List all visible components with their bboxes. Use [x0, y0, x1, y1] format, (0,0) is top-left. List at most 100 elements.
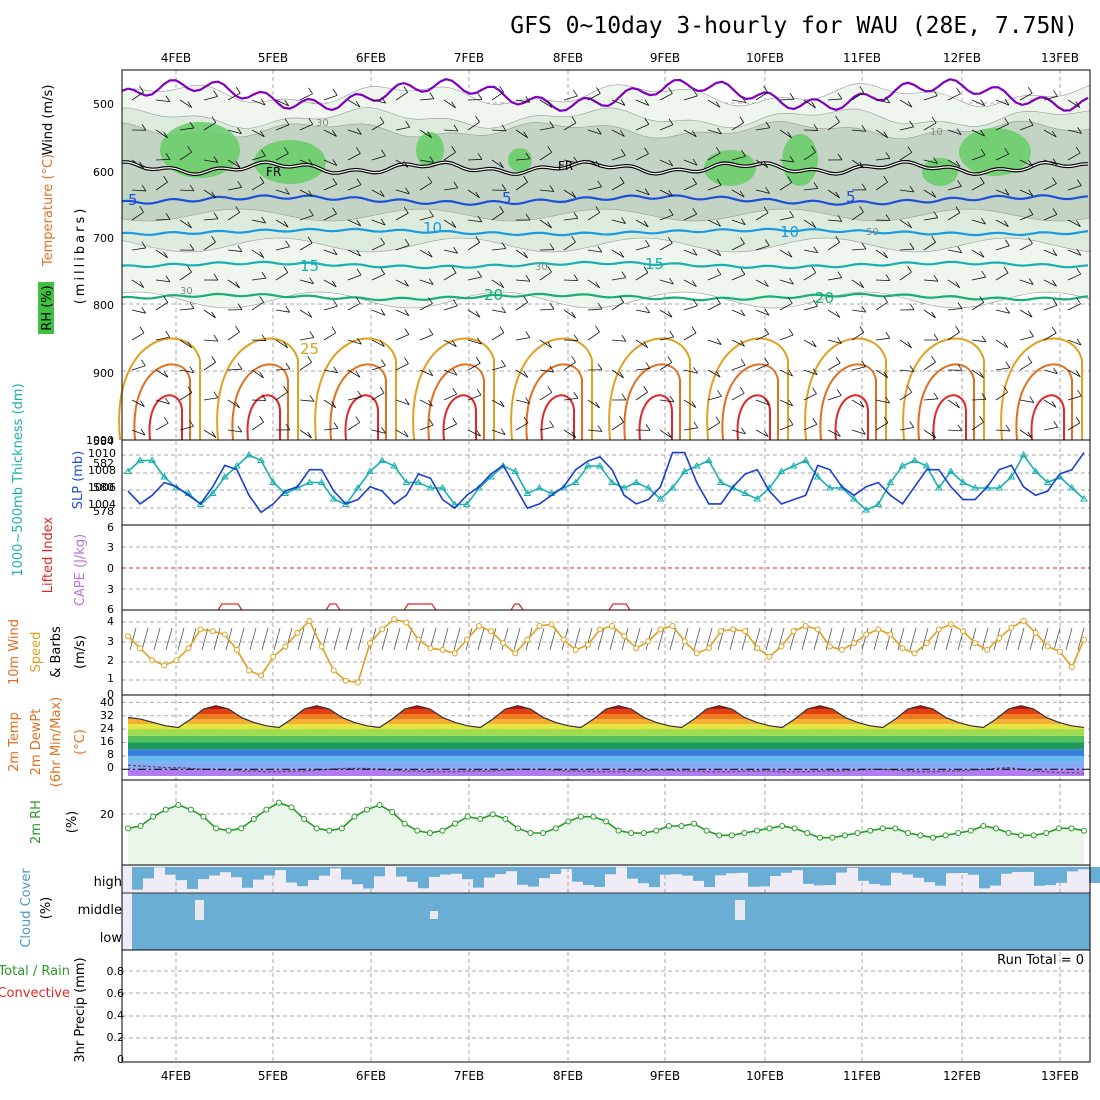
- wind-barb: [179, 99, 193, 108]
- wind-barb: [587, 308, 602, 311]
- rh2m-line-point: [489, 811, 496, 818]
- thickness-line-point: [644, 484, 653, 491]
- wind10-barb: [537, 627, 545, 651]
- wind-barb: [707, 219, 721, 227]
- temp-line: [127, 705, 1085, 729]
- wind-barb-flag: [741, 96, 747, 103]
- wind-barb: [827, 339, 842, 344]
- wind-barb-flag: [597, 128, 602, 135]
- wind-barb-flag: [597, 425, 603, 432]
- wind-barb: [827, 429, 841, 437]
- wind-barb: [155, 249, 168, 259]
- cloud-high-bar: [220, 867, 231, 873]
- wind-barb-flag: [523, 175, 528, 183]
- cloud-high-bar: [913, 867, 924, 878]
- wind-barb-flag: [380, 359, 386, 366]
- wind-barb: [755, 245, 770, 251]
- wind-barb-flag: [909, 242, 915, 250]
- wind-barb-flag: [307, 236, 313, 244]
- wind-barb-flag: [308, 87, 313, 95]
- wind-barb-flag: [189, 420, 194, 427]
- wind-barb-flag: [475, 357, 481, 364]
- wind10-speed-line-point: [814, 626, 821, 633]
- wind-barb-flag: [571, 311, 576, 319]
- wind-barb: [443, 369, 458, 376]
- wind-barb: [347, 153, 361, 161]
- wind-barb: [1019, 279, 1034, 285]
- wind-barb-flag: [669, 277, 674, 285]
- wind-barb: [275, 153, 289, 161]
- wind-barb-flag: [885, 331, 891, 339]
- wind-barb-flag: [837, 337, 842, 344]
- wind10-speed-line-point: [947, 621, 954, 628]
- wind-barb-flag: [644, 147, 649, 154]
- wind-barb-flag: [813, 299, 818, 307]
- top-date-4: 7FEB: [454, 51, 484, 65]
- wind-barb: [875, 219, 891, 221]
- rh2m-line-point: [665, 823, 672, 829]
- wind-barb: [587, 129, 602, 135]
- wind-barb: [587, 399, 600, 409]
- wind-barb-flag: [741, 150, 746, 157]
- wind10-barb: [273, 627, 281, 651]
- wind-barb: [851, 332, 865, 341]
- wind-barb: [899, 426, 914, 431]
- wind-barb: [131, 91, 144, 101]
- wind-barb: [659, 399, 674, 403]
- rh2m-line-point: [200, 813, 207, 820]
- wind-barb: [635, 272, 649, 281]
- wind-barb-flag: [1029, 396, 1035, 403]
- wind-barb-flag: [429, 210, 434, 217]
- cloud-high-bar: [253, 867, 264, 880]
- wind-barb-flag: [163, 416, 169, 424]
- wind-barb-flag: [380, 237, 385, 245]
- cloud-high-bar: [396, 867, 407, 877]
- wind-barb: [755, 127, 770, 131]
- cloud-high-bar: [1045, 867, 1056, 886]
- wind-barb-flag: [885, 214, 891, 221]
- wind-barb: [755, 189, 770, 194]
- wind-barb-flag: [595, 206, 601, 213]
- wind10-barb: [501, 627, 509, 651]
- wind-barb: [1067, 273, 1081, 281]
- wind-barb: [971, 302, 984, 311]
- wind-barb-flag: [788, 399, 794, 407]
- wind-barb-flag: [1053, 421, 1059, 428]
- wind-barb-flag: [332, 207, 337, 214]
- wind-barb: [299, 279, 314, 284]
- li-tick-e: 6: [107, 603, 114, 616]
- wind-barb: [443, 187, 458, 191]
- wind-barb: [611, 219, 626, 224]
- wind-barb-flag: [957, 302, 963, 309]
- rh-blob: [160, 122, 240, 178]
- wind-barb-flag: [549, 121, 555, 128]
- wind-barb-flag: [405, 121, 411, 128]
- wind-barb: [563, 159, 578, 164]
- wind-barb: [395, 334, 410, 341]
- wind-barb: [755, 309, 770, 316]
- wind-barb-flag: [861, 125, 867, 132]
- wind-barb-flag: [549, 420, 554, 428]
- isoline-25: [902, 337, 985, 441]
- temp-color-band: [128, 705, 1084, 710]
- wind-barb: [1043, 183, 1057, 191]
- wind-barb-flag: [1053, 90, 1058, 97]
- wind-barb-flag: [597, 302, 603, 310]
- wind-barb-flag: [1051, 130, 1057, 138]
- wind10-speed-line-point: [681, 638, 688, 645]
- wind10-speed-line-point: [911, 650, 918, 657]
- wind-barb: [947, 159, 961, 168]
- wind-barb-flag: [307, 431, 312, 439]
- wind-barb-flag: [451, 221, 457, 228]
- wind-barb-flag: [716, 249, 722, 256]
- wind-barb: [1019, 189, 1033, 197]
- wind10-barb: [177, 627, 185, 651]
- slp-label: SLP (mb): [71, 451, 86, 510]
- contour-label-rh-30c: 30: [535, 262, 548, 273]
- wind-barb: [659, 362, 672, 371]
- wind-barb: [1043, 369, 1058, 375]
- wind-barb-flag: [477, 215, 483, 223]
- wind-barb-flag: [1028, 208, 1034, 215]
- wind10-speed-line-point: [294, 629, 301, 636]
- wind-barb-flag: [787, 297, 793, 304]
